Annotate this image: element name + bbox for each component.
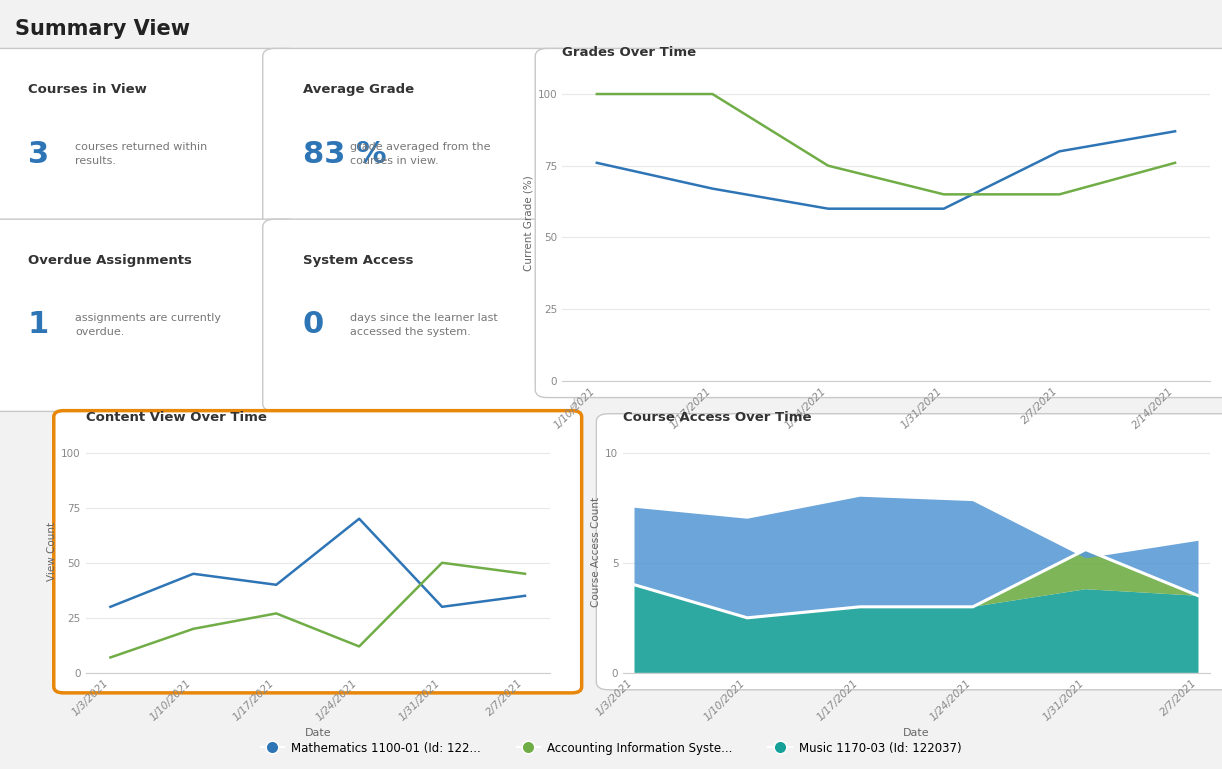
Text: Content View Over Time: Content View Over Time [86,411,266,424]
Text: 0: 0 [303,311,324,339]
Text: 83 %: 83 % [303,140,386,168]
Text: Grades Over Time: Grades Over Time [562,45,697,58]
Text: Overdue Assignments: Overdue Assignments [28,254,192,267]
Legend: Mathematics 1100-01 (Id: 122..., Accounting Information Syste..., Music 1170-03 : Mathematics 1100-01 (Id: 122..., Account… [255,737,967,759]
Y-axis label: Current Grade (%): Current Grade (%) [523,175,534,271]
Text: assignments are currently
overdue.: assignments are currently overdue. [76,313,221,337]
X-axis label: Date: Date [903,728,930,738]
Text: 3: 3 [28,140,49,168]
Text: Summary View: Summary View [15,19,189,39]
Text: courses returned within
results.: courses returned within results. [76,142,208,166]
Y-axis label: View Count: View Count [46,522,57,581]
Text: Course Access Over Time: Course Access Over Time [623,411,811,424]
Text: Average Grade: Average Grade [303,83,414,96]
Text: 1: 1 [28,311,49,339]
Text: System Access: System Access [303,254,413,267]
Text: grade averaged from the
courses in view.: grade averaged from the courses in view. [351,142,491,166]
Text: days since the learner last
accessed the system.: days since the learner last accessed the… [351,313,499,337]
Y-axis label: Course Access Count: Course Access Count [591,497,601,607]
Text: Courses in View: Courses in View [28,83,147,96]
X-axis label: Date: Date [873,436,899,446]
X-axis label: Date: Date [304,728,331,738]
